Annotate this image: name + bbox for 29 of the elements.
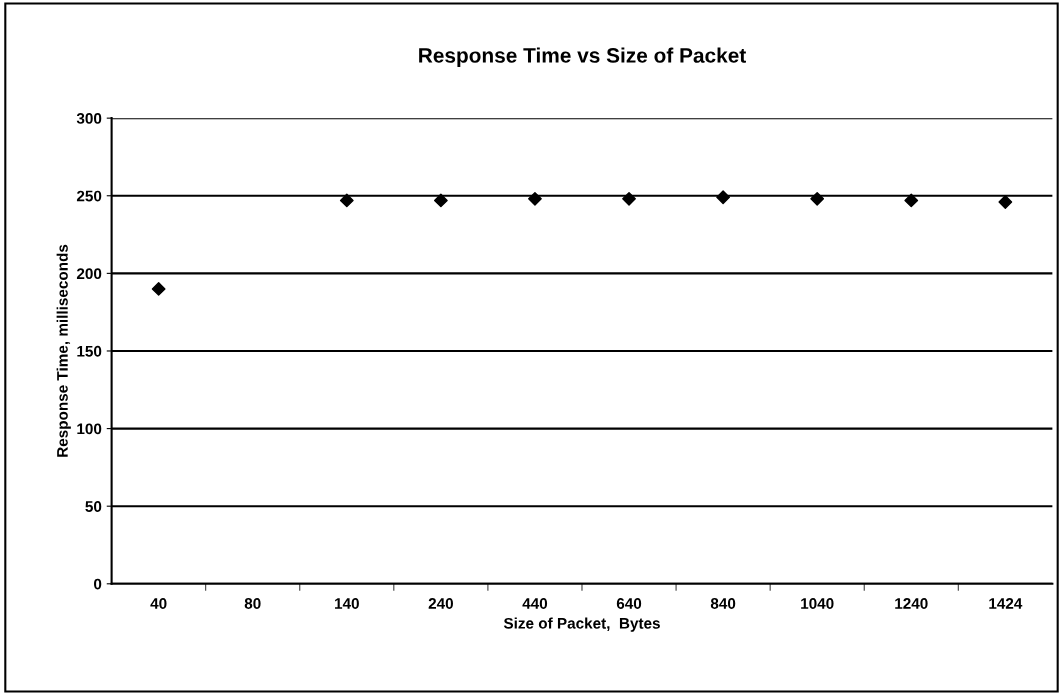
x-tick-label: 80 — [244, 598, 261, 609]
point — [904, 193, 919, 208]
point — [433, 193, 448, 208]
x-tick-label: 40 — [150, 598, 167, 609]
x-tick-label: 240 — [428, 598, 453, 609]
y-axis-title: Response Time, milliseconds — [56, 244, 71, 457]
point — [528, 191, 542, 206]
y-tick-label: 250 — [76, 190, 102, 202]
y-tick-label: 150 — [77, 345, 102, 357]
chart-title: Response Time vs Size of Packet — [419, 47, 746, 67]
x-tick-label: 640 — [616, 598, 642, 609]
y-tick-label: 50 — [85, 501, 102, 512]
x-tick-label: 440 — [522, 598, 548, 609]
y-tick-label: 100 — [77, 423, 102, 435]
point — [716, 190, 731, 205]
x-tick-label: 840 — [710, 598, 736, 609]
x-tick-label: 1424 — [989, 598, 1023, 609]
y-tick-label: 0 — [94, 578, 102, 590]
x-tick-label: 1240 — [895, 598, 928, 609]
point — [622, 191, 636, 206]
x-tick-label: 1040 — [801, 598, 834, 609]
point — [998, 195, 1013, 209]
y-tick-label: 200 — [76, 268, 102, 280]
x-axis-title: Size of Packet, Bytes — [503, 617, 660, 632]
x-tick-label: 140 — [335, 598, 359, 609]
point — [339, 193, 354, 208]
point — [810, 191, 825, 206]
point — [151, 281, 166, 296]
y-tick-label: 300 — [76, 113, 102, 124]
